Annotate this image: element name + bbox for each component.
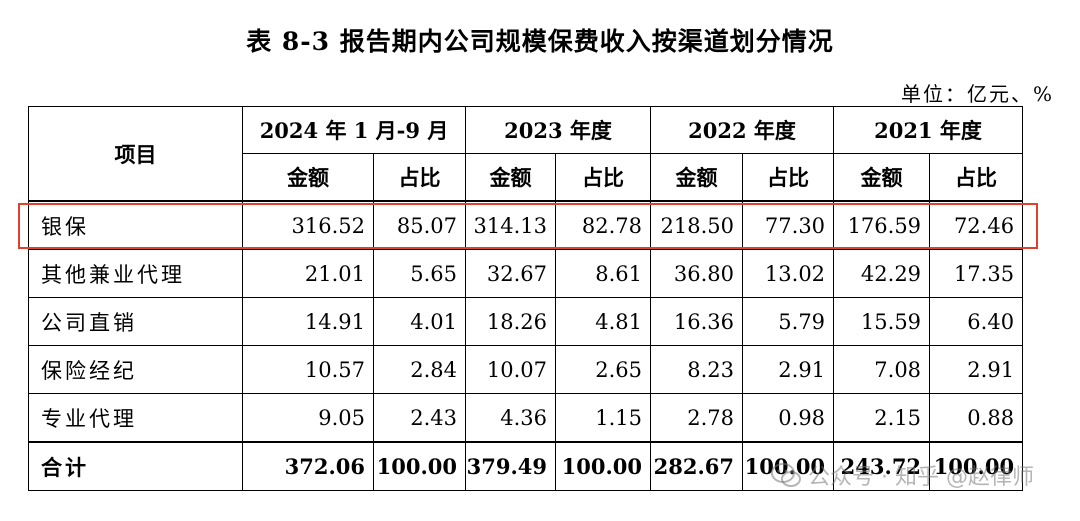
table-row: 保险经纪 10.57 2.84 10.07 2.65 8.23 2.91 7.0… xyxy=(28,345,1024,394)
cell-value: 4.81 xyxy=(555,297,652,346)
cell-value: 243.72 xyxy=(833,441,931,491)
cell-value: 2.43 xyxy=(372,393,467,443)
row-header: 项目 xyxy=(28,106,243,202)
cell-value: 176.59 xyxy=(833,200,931,250)
cell-value: 100.00 xyxy=(372,441,467,491)
share-subheader: 占比 xyxy=(372,153,467,202)
period-header: 2024 年 1 月-9 月 xyxy=(241,106,467,154)
row-label: 保险经纪 xyxy=(28,345,243,394)
cell-value: 282.67 xyxy=(650,441,744,491)
share-subheader: 占比 xyxy=(742,153,835,202)
share-subheader: 占比 xyxy=(555,153,652,202)
row-label: 合计 xyxy=(28,441,243,491)
cell-value: 21.01 xyxy=(242,249,374,298)
cell-value: 218.50 xyxy=(650,200,744,250)
cell-value: 36.80 xyxy=(650,249,744,298)
cell-value: 4.36 xyxy=(465,393,557,443)
cell-value: 16.36 xyxy=(650,297,744,346)
cell-value: 8.23 xyxy=(650,345,744,394)
table-row: 专业代理 9.05 2.43 4.36 1.15 2.78 0.98 2.15 … xyxy=(28,393,1024,443)
table-row: 银保 316.52 85.07 314.13 82.78 218.50 77.3… xyxy=(28,200,1024,250)
table-title: 表 8-3 报告期内公司规模保费收入按渠道划分情况 xyxy=(246,27,834,56)
cell-value: 10.07 xyxy=(465,345,557,394)
cell-value: 32.67 xyxy=(465,249,557,298)
wechat-icon xyxy=(770,459,802,491)
cell-value: 5.65 xyxy=(372,249,467,298)
row-label: 专业代理 xyxy=(28,393,243,443)
row-label: 公司直销 xyxy=(28,297,243,346)
table-row: 其他兼业代理 21.01 5.65 32.67 8.61 36.80 13.02… xyxy=(28,249,1024,298)
cell-value: 316.52 xyxy=(242,200,374,250)
cell-value: 4.01 xyxy=(372,297,467,346)
row-label: 其他兼业代理 xyxy=(28,249,243,298)
row-label: 银保 xyxy=(28,200,243,250)
share-subheader: 占比 xyxy=(929,153,1024,202)
amount-subheader: 金额 xyxy=(833,153,931,202)
unit-label: 单位：亿元、% xyxy=(900,82,1054,106)
amount-subheader: 金额 xyxy=(465,153,557,202)
total-row: 合计 372.06 100.00 379.49 100.00 282.67 10… xyxy=(28,441,1024,491)
cell-value: 2.84 xyxy=(372,345,467,394)
cell-value: 8.61 xyxy=(555,249,652,298)
amount-subheader: 金额 xyxy=(242,153,374,202)
cell-value: 379.49 xyxy=(465,441,557,491)
period-header: 2021 年度 xyxy=(833,106,1024,154)
amount-subheader: 金额 xyxy=(650,153,744,202)
cell-value: 0.88 xyxy=(929,393,1024,443)
cell-value: 5.79 xyxy=(742,297,835,346)
cell-value: 85.07 xyxy=(372,200,467,250)
cell-value: 2.65 xyxy=(555,345,652,394)
cell-value: 13.02 xyxy=(742,249,835,298)
cell-value: 77.30 xyxy=(742,200,835,250)
cell-value: 100.00 xyxy=(555,441,652,491)
cell-value: 18.26 xyxy=(465,297,557,346)
cell-value: 82.78 xyxy=(555,200,652,250)
revenue-channel-table: 项目 2024 年 1 月-9 月 2023 年度 2022 年度 2021 年… xyxy=(28,106,1024,491)
cell-value: 2.91 xyxy=(742,345,835,394)
cell-value: 10.57 xyxy=(242,345,374,394)
period-header: 2022 年度 xyxy=(650,106,835,154)
period-header: 2023 年度 xyxy=(465,106,652,154)
cell-value: 6.40 xyxy=(929,297,1024,346)
cell-value: 42.29 xyxy=(833,249,931,298)
watermark-text: 公众号 · 知乎 @赵律师 xyxy=(808,465,1034,490)
watermark: 公众号 · 知乎 @赵律师 xyxy=(770,455,1070,495)
cell-value: 15.59 xyxy=(833,297,931,346)
cell-value: 0.98 xyxy=(742,393,835,443)
cell-value: 72.46 xyxy=(929,200,1024,250)
cell-value: 17.35 xyxy=(929,249,1024,298)
cell-value: 9.05 xyxy=(242,393,374,443)
cell-value: 2.78 xyxy=(650,393,744,443)
cell-value: 7.08 xyxy=(833,345,931,394)
cell-value: 314.13 xyxy=(465,200,557,250)
cell-value: 1.15 xyxy=(555,393,652,443)
cell-value: 100.00 xyxy=(929,441,1024,491)
cell-value: 2.91 xyxy=(929,345,1024,394)
cell-value: 372.06 xyxy=(242,441,374,491)
cell-value: 2.15 xyxy=(833,393,931,443)
cell-value: 14.91 xyxy=(242,297,374,346)
table-row: 公司直销 14.91 4.01 18.26 4.81 16.36 5.79 15… xyxy=(28,297,1024,346)
